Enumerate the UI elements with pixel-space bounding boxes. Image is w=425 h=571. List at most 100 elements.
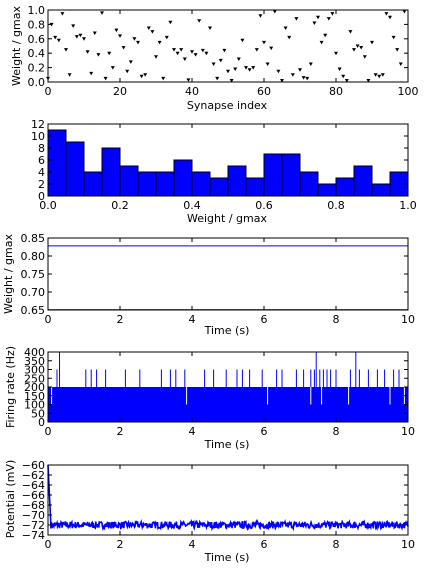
- scatter-point: [308, 62, 313, 66]
- scatter-point: [64, 48, 68, 52]
- scatter-point: [193, 53, 198, 57]
- scatter-point: [132, 37, 137, 41]
- scatter-point: [136, 40, 140, 45]
- axes-weights-scatter: 0 20 40 60 80 100 0.00.2 0.40.6 0.81.0: [28, 4, 419, 98]
- x-tick-label: 2: [117, 313, 124, 326]
- xlabel-time-4: Time (s): [204, 438, 250, 451]
- x-tick-label: 10: [401, 538, 415, 551]
- y-tick-label: 0.75: [21, 268, 46, 281]
- histogram-bar: [281, 153, 301, 197]
- scatter-point: [272, 9, 277, 14]
- scatter-point: [96, 53, 101, 57]
- scatter-point: [276, 69, 281, 74]
- scatter-point: [240, 38, 245, 43]
- scatter-point: [258, 14, 263, 18]
- scatter-point: [143, 73, 148, 77]
- scatter-point: [85, 50, 90, 54]
- scatter-point: [373, 73, 378, 77]
- scatter-point: [366, 79, 371, 83]
- scatter-point: [330, 12, 335, 16]
- panel-potential: 0 2 4 6 8 10 −74−72−70−68−66−64−62−60 Time (s)…: [4, 459, 415, 564]
- scatter-point: [398, 62, 403, 66]
- scatter-point: [283, 26, 288, 30]
- scatter-point: [247, 68, 252, 72]
- scatter-point: [121, 45, 126, 50]
- scatter-point: [337, 67, 342, 72]
- x-tick-label: 20: [113, 85, 127, 98]
- scatter-point: [146, 26, 151, 30]
- scatter-point: [391, 35, 396, 40]
- x-tick-label: 6: [261, 425, 268, 438]
- y-tick-label: 2: [38, 178, 45, 191]
- scatter-point: [186, 78, 191, 82]
- scatter-point: [254, 48, 259, 52]
- histogram-bar: [155, 171, 175, 197]
- panel-weight-time: 0 2 4 6 8 10 0.65 0.70 0.75 0.80 0.85 Time (s) Wei…: [2, 232, 415, 337]
- scatter-point: [236, 57, 241, 61]
- scatter-point: [323, 33, 328, 38]
- scatter-point: [190, 50, 194, 54]
- scatter-point: [355, 44, 360, 48]
- scatter-point: [125, 69, 130, 74]
- ylabel-weight-gmax-3: Weight / gmax: [2, 234, 15, 314]
- scatter-point: [107, 51, 112, 56]
- scatter-point: [114, 28, 119, 33]
- scatter-point: [294, 17, 299, 21]
- scatter-point: [154, 55, 158, 59]
- x-tick-label: 8: [333, 425, 340, 438]
- y-tick-label: −68: [22, 499, 45, 512]
- scatter-point: [233, 67, 238, 72]
- xlabel-weight-gmax: Weight / gmax: [187, 212, 267, 225]
- histogram-bar: [65, 141, 85, 197]
- axes-potential: 0 2 4 6 8 10 −74−72−70−68−66−64−62−60: [22, 459, 415, 551]
- scatter-point: [139, 74, 144, 79]
- histogram-bar: [47, 129, 67, 197]
- scatter-point: [211, 62, 216, 66]
- x-tick-label: 0.2: [111, 199, 129, 212]
- scatter-point: [402, 9, 407, 14]
- scatter-point: [226, 69, 230, 74]
- firing-rate-fill: [48, 387, 408, 422]
- y-tick-label: 150: [24, 390, 45, 403]
- axes-weight-time: 0 2 4 6 8 10 0.65 0.70 0.75 0.80 0.85: [21, 232, 416, 326]
- y-tick-label: 0.65: [21, 304, 46, 317]
- scatter-point: [377, 74, 382, 79]
- xlabel-synapse-index: Synapse index: [187, 99, 268, 112]
- x-tick-label: 60: [257, 85, 271, 98]
- scatter-point: [251, 66, 256, 70]
- y-tick-label: 0.85: [21, 232, 46, 245]
- scatter-point: [290, 73, 295, 77]
- y-tick-label: 12: [31, 118, 45, 131]
- y-tick-label: −70: [22, 509, 45, 522]
- x-tick-label: 4: [189, 313, 196, 326]
- scatter-point: [161, 76, 166, 81]
- scatter-point: [388, 15, 392, 20]
- scatter-point: [326, 17, 331, 21]
- x-tick-label: 0: [45, 425, 52, 438]
- ylabel-firing-rate: Firing rate (Hz): [4, 346, 17, 428]
- scatter-point: [359, 45, 364, 50]
- y-tick-label: 0: [38, 190, 45, 203]
- scatter-point: [344, 79, 349, 83]
- histogram-bar: [191, 171, 211, 197]
- scatter-point: [150, 30, 155, 34]
- y-tick-label: 350: [24, 355, 45, 368]
- xlabel-time-3: Time (s): [204, 324, 250, 337]
- x-tick-label: 0.0: [39, 199, 57, 212]
- histogram-bar: [245, 177, 265, 197]
- histogram-bar: [263, 153, 283, 197]
- scatter-point: [384, 12, 389, 16]
- axes-frame: [47, 237, 409, 311]
- panel-weights-scatter: 0 20 40 60 80 100 0.00.2 0.40.6 0.81.0 Synapse i…: [10, 4, 419, 112]
- x-tick-label: 1.0: [399, 199, 417, 212]
- y-tick-label: −64: [22, 479, 45, 492]
- plot-area-potential: [47, 464, 409, 532]
- histogram-bar: [227, 165, 247, 197]
- scatter-point: [60, 12, 65, 16]
- scatter-point: [316, 15, 320, 20]
- x-tick-label: 10: [401, 425, 415, 438]
- y-tick-label: 300: [24, 364, 45, 377]
- x-tick-label: 40: [185, 85, 199, 98]
- histogram-bar: [137, 171, 157, 197]
